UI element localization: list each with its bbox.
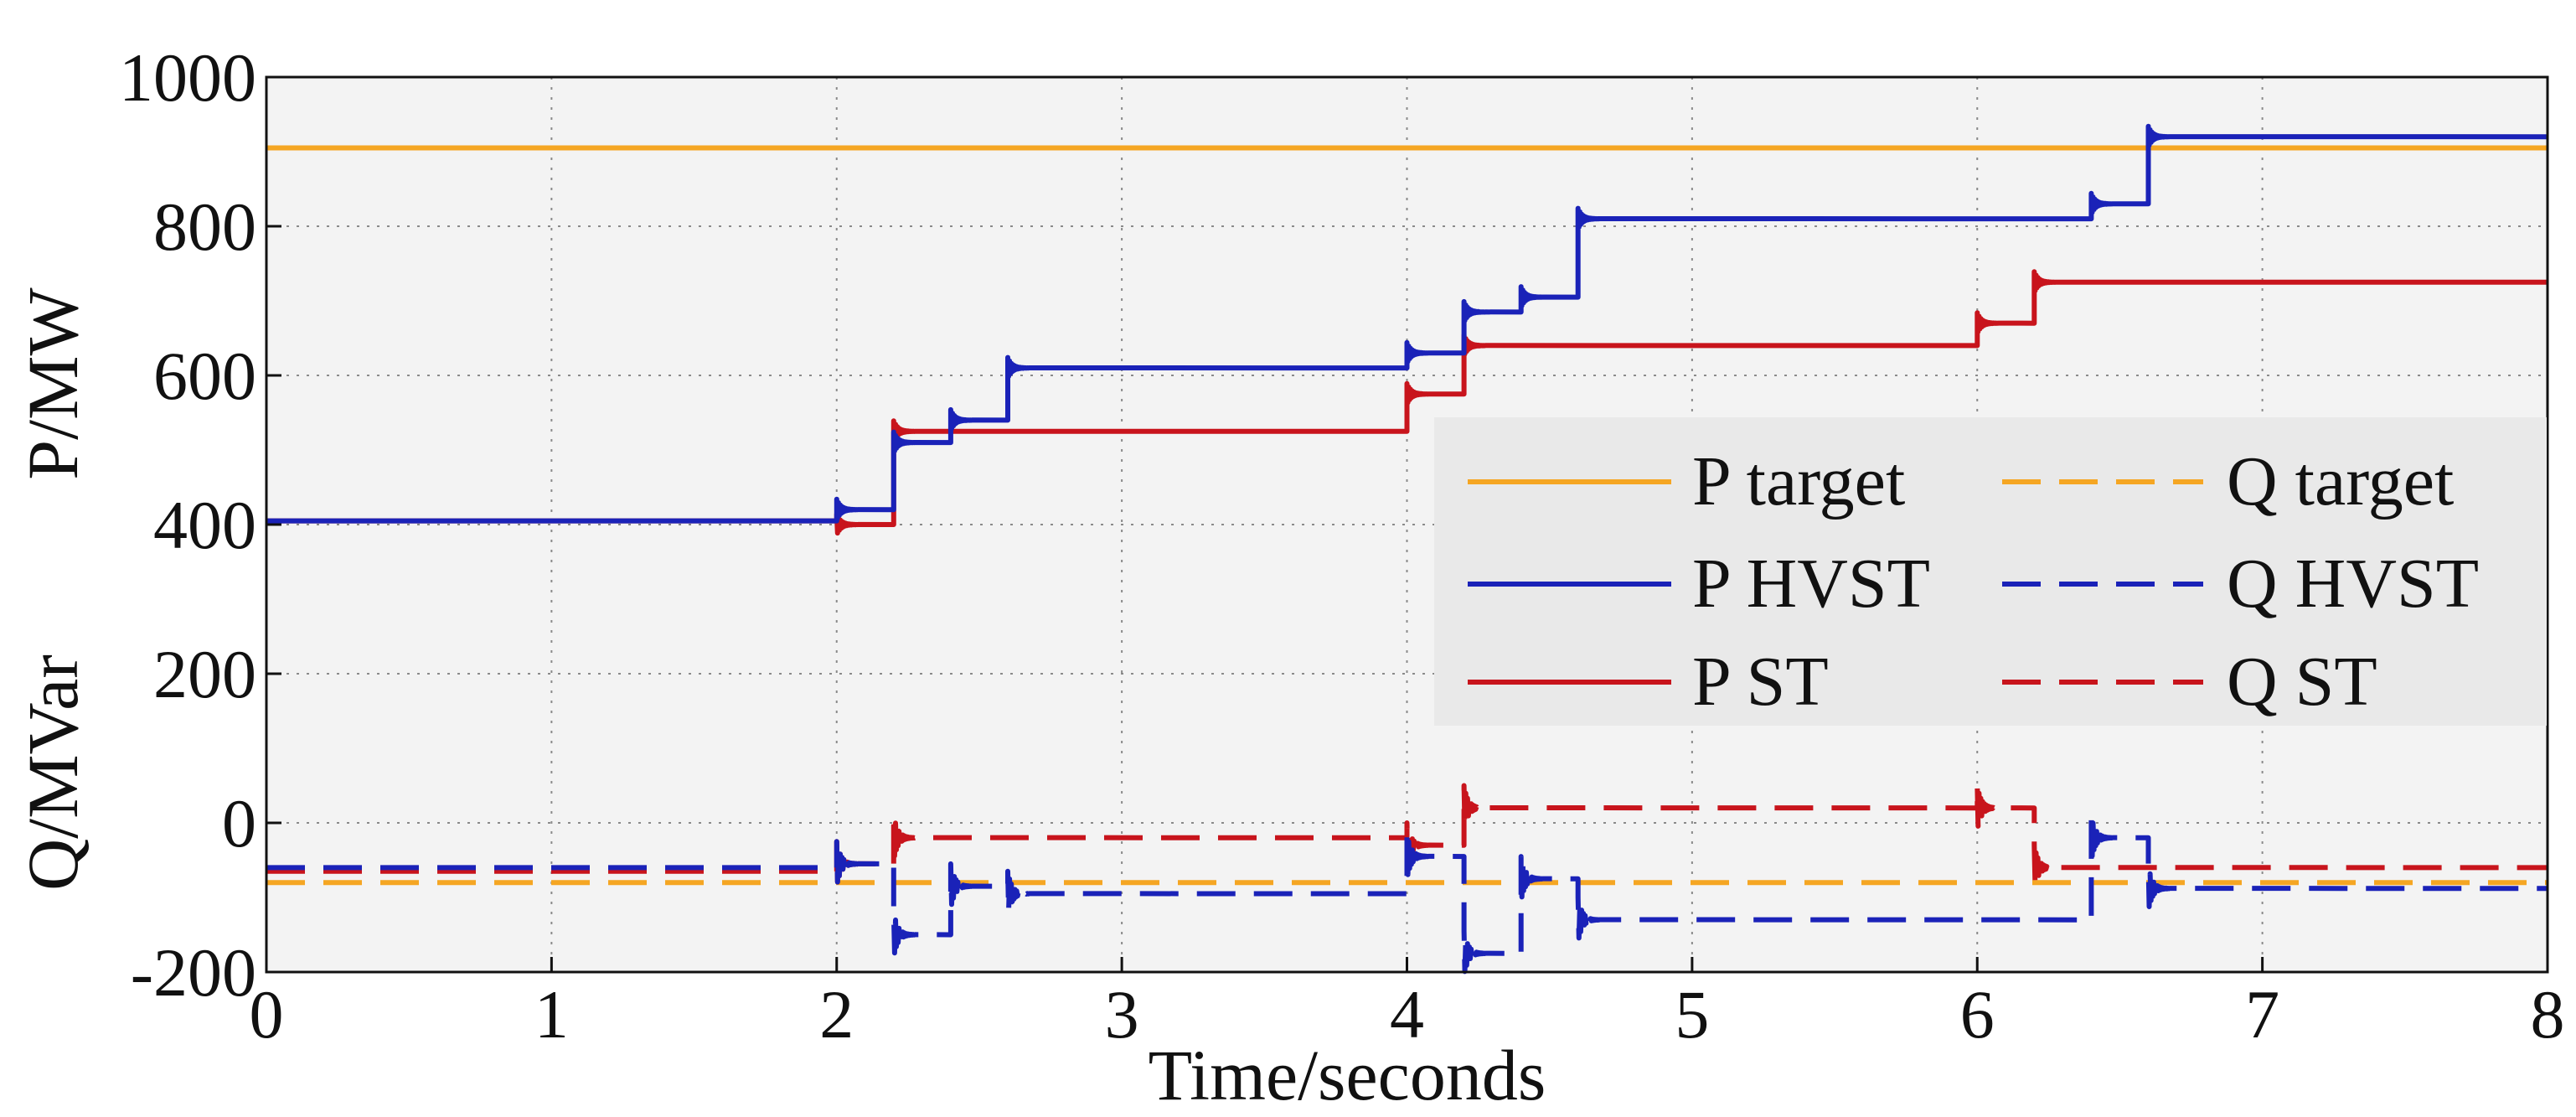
legend-label-p-st: P ST [1692,643,1829,721]
series-lines [266,123,2548,975]
x-tick-label: 7 [2245,976,2279,1052]
x-tick-label: 2 [819,976,854,1052]
y-tick-label: 0 [222,785,256,861]
x-tick-label: 8 [2531,976,2565,1052]
y-tick-label: 800 [153,189,256,265]
x-tick-label: 5 [1675,976,1709,1052]
legend: P target Q target P HVST Q HVST P ST Q S… [1434,417,2547,726]
legend-label-q-target: Q target [2227,442,2454,520]
legend-label-p-target: P target [1692,442,1905,520]
x-axis-label: Time/seconds [1149,1035,1546,1115]
x-tick-label: 6 [1960,976,1995,1052]
y-tick-label: 400 [153,487,256,563]
y-axis-label-lower: Q/MVar [13,654,93,891]
y-tick-label: 200 [153,636,256,712]
y-axis-label-upper: P/MW [13,287,93,479]
legend-label-q-st: Q ST [2227,643,2377,721]
y-tick-label: 600 [153,338,256,414]
series-q-hvst [266,813,2548,975]
series-p-st [266,269,2548,536]
y-tick-label: -200 [131,934,256,1011]
x-tick-label: 3 [1105,976,1139,1052]
series-p-hvst [266,123,2548,524]
x-tick-label: 4 [1390,976,1424,1052]
y-tick-label: 1000 [119,39,256,116]
legend-label-q-hvst: Q HVST [2227,545,2479,623]
x-tick-label: 1 [534,976,569,1052]
x-tick-label: 0 [250,976,284,1052]
legend-label-p-hvst: P HVST [1692,545,1930,623]
legend-box [1434,417,2547,726]
